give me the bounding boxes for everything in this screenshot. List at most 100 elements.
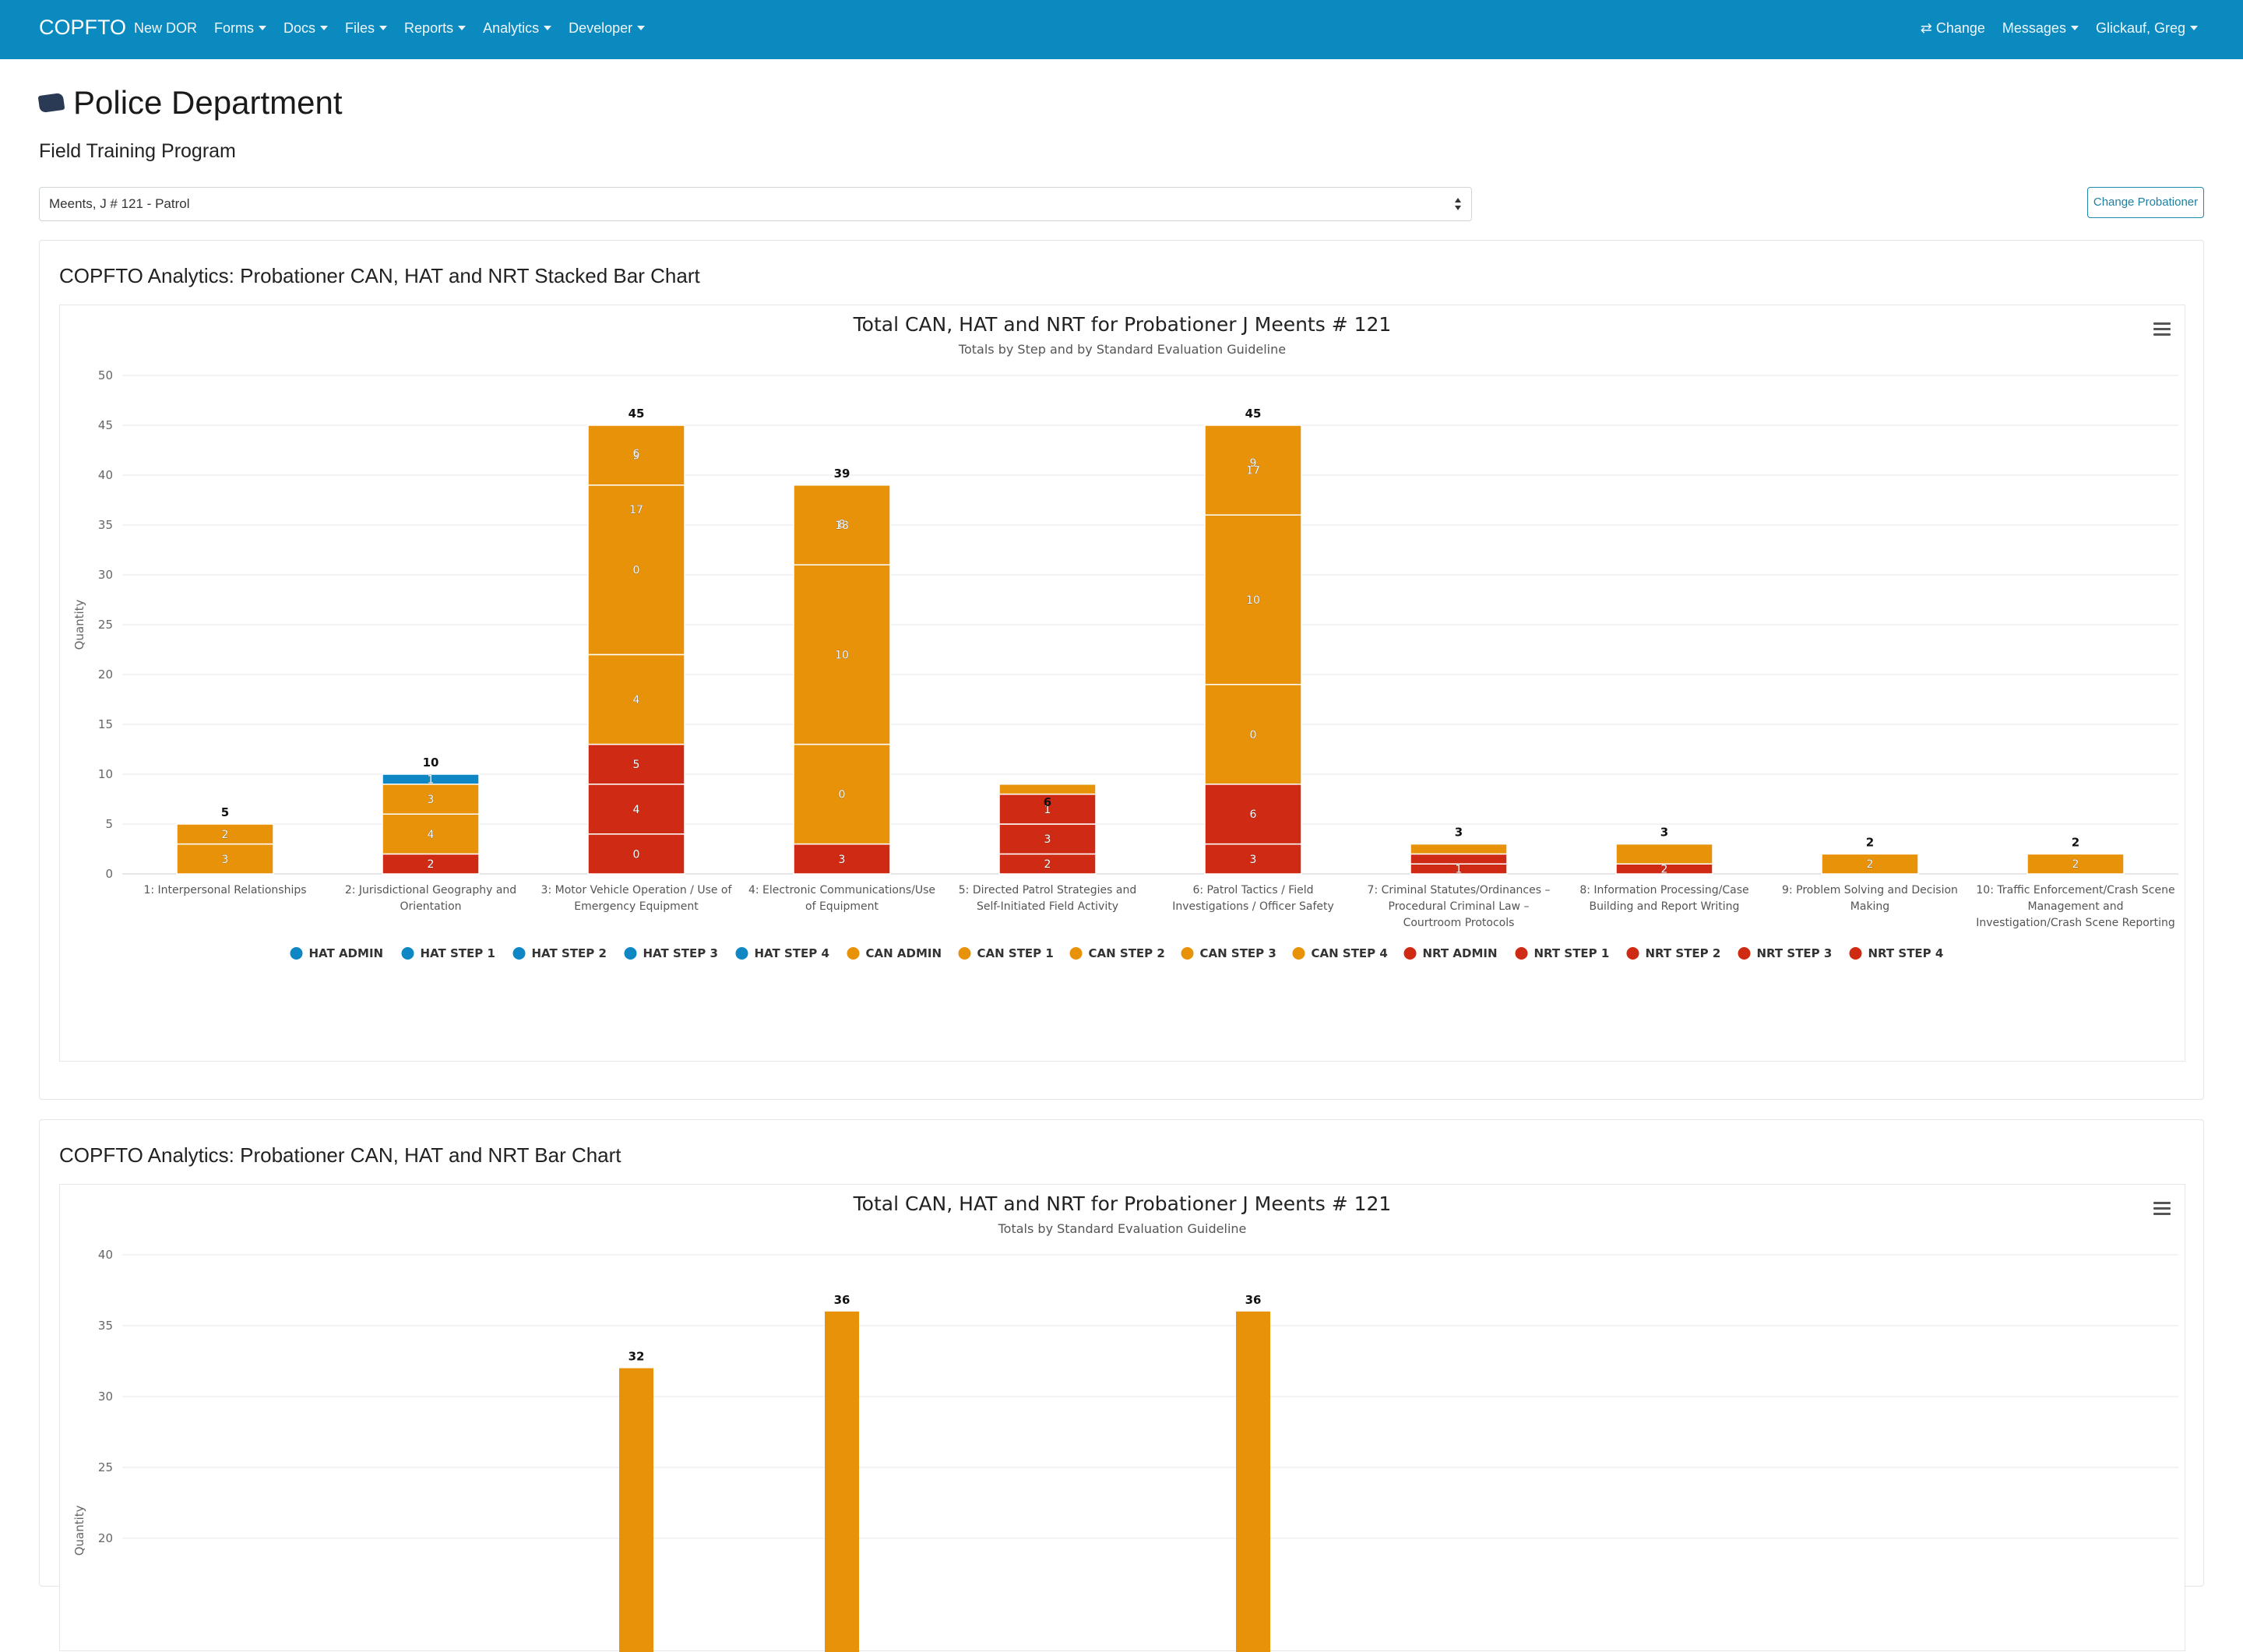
data-label: 2 <box>1044 858 1051 871</box>
y-axis-title: Quantity <box>72 599 86 650</box>
y-tick-label: 30 <box>98 1390 113 1404</box>
badge-icon <box>37 92 65 114</box>
legend-label: HAT STEP 2 <box>532 946 607 960</box>
x-tick-label: of Equipment <box>805 900 879 913</box>
nav-item-label: Reports <box>404 20 454 36</box>
nav-item-analytics[interactable]: Analytics <box>483 20 552 37</box>
nav-item-change[interactable]: ⇄ Change <box>1921 20 1985 37</box>
bar-segment <box>1204 784 1302 845</box>
y-tick-label: 25 <box>98 1460 113 1474</box>
legend-label: NRT STEP 2 <box>1646 946 1721 960</box>
data-label: 4 <box>428 829 435 841</box>
bar-segment <box>1204 684 1302 785</box>
stack-total-label: 10 <box>423 756 439 770</box>
caret-down-icon <box>259 26 267 30</box>
data-label: 2 <box>2072 858 2079 871</box>
legend-marker <box>1849 947 1862 960</box>
nav-item-messages[interactable]: Messages <box>2002 20 2079 37</box>
x-tick-label: Management and <box>2027 900 2123 913</box>
brand-link[interactable]: COPFTO <box>39 16 127 39</box>
data-label: 1 <box>1044 804 1051 816</box>
bar-segment <box>998 793 1097 825</box>
legend-marker <box>1292 947 1305 960</box>
probationer-select-value: Meents, J # 121 - Patrol <box>49 196 190 211</box>
x-tick-label: 1: Interpersonal Relationships <box>143 884 306 896</box>
bar-segment <box>176 823 274 845</box>
bar-segment <box>1204 514 1302 685</box>
x-tick-label: Making <box>1850 900 1889 913</box>
legend-label: NRT ADMIN <box>1423 946 1498 960</box>
bar-segment <box>382 773 480 785</box>
bar-chart: Total CAN, HAT and NRT for Probationer J… <box>72 1192 2178 1652</box>
data-label: 17 <box>1246 465 1260 477</box>
x-tick-label: 9: Problem Solving and Decision <box>1782 884 1958 896</box>
y-tick-label: 40 <box>98 1248 113 1262</box>
data-label: 3 <box>428 794 435 806</box>
probationer-select[interactable]: Meents, J # 121 - Patrol <box>39 187 1472 221</box>
data-label: 8 <box>839 519 846 531</box>
legend-marker <box>847 947 860 960</box>
nav-item-developer[interactable]: Developer <box>569 20 646 37</box>
y-tick-label: 50 <box>98 368 113 382</box>
nav-item-reports[interactable]: Reports <box>404 20 467 37</box>
legend-marker <box>958 947 971 960</box>
stack-total-label: 5 <box>221 805 229 819</box>
nav-item-forms[interactable]: Forms <box>214 20 267 37</box>
nav-item-files[interactable]: Files <box>345 20 388 37</box>
caret-down-icon <box>544 26 552 30</box>
nav-item-label: Docs <box>283 20 316 36</box>
nav-user-menu: ⇄ Change Messages Glickauf, Greg <box>1921 20 2198 37</box>
legend-label: CAN STEP 3 <box>1200 946 1276 960</box>
bar-segment <box>587 653 685 745</box>
nav-menu: New DOR Forms Docs Files Reports Analytics Dev… <box>134 20 646 37</box>
stack-total-label: 6 <box>1044 795 1051 809</box>
data-label: 4 <box>633 694 640 706</box>
bar-segment <box>587 743 685 785</box>
x-tick-label: Investigations / Officer Safety <box>1172 900 1334 913</box>
legend-label: NRT STEP 3 <box>1757 946 1833 960</box>
data-label: 2 <box>1867 858 1874 871</box>
nav-item-docs[interactable]: Docs <box>283 20 329 37</box>
data-label: 9 <box>1250 457 1257 470</box>
data-label: 17 <box>629 504 643 516</box>
stack-total-label: 45 <box>1245 407 1262 421</box>
bar-chart-card-title: COPFTO Analytics: Probationer CAN, HAT a… <box>59 1143 621 1167</box>
change-probationer-button[interactable]: Change Probationer <box>2087 187 2204 218</box>
caret-down-icon <box>2070 26 2079 30</box>
bar-segment <box>587 424 685 486</box>
legend-marker <box>1626 947 1639 960</box>
data-label: 10 <box>1246 594 1260 607</box>
y-tick-label: 15 <box>98 717 113 731</box>
exchange-icon: ⇄ <box>1920 20 1936 36</box>
y-tick-label: 20 <box>98 667 113 682</box>
bar-segment <box>176 843 274 875</box>
caret-down-icon <box>637 26 646 30</box>
x-tick-label: 2: Jurisdictional Geography and <box>345 884 516 896</box>
data-label: 6 <box>633 448 640 460</box>
bar-segment <box>793 564 891 745</box>
data-label: 2 <box>1661 864 1668 876</box>
nav-item-label: Change <box>1935 20 1985 36</box>
legend-marker <box>512 947 526 960</box>
x-tick-label: Courtroom Protocols <box>1403 917 1515 929</box>
chart-menu-icon[interactable] <box>2153 322 2171 336</box>
legend-label: HAT ADMIN <box>309 946 384 960</box>
bar-value-label: 36 <box>1245 1293 1262 1307</box>
x-tick-label: Orientation <box>400 900 461 913</box>
stacked-chart-card: COPFTO Analytics: Probationer CAN, HAT a… <box>39 240 2204 1100</box>
stack-total-label: 39 <box>834 467 850 481</box>
data-label: 2 <box>222 829 229 841</box>
nav-item-new-dor[interactable]: New DOR <box>134 20 197 37</box>
nav-item-label: Glickauf, Greg <box>2095 20 2185 36</box>
chart-menu-icon[interactable] <box>2153 1202 2171 1216</box>
nav-item-glickauf-greg[interactable]: Glickauf, Greg <box>2096 20 2198 37</box>
chart-title: Total CAN, HAT and NRT for Probationer J… <box>853 1192 1392 1215</box>
bar-segment <box>998 853 1097 875</box>
legend-marker <box>1738 947 1751 960</box>
x-tick-label: 8: Information Processing/Case <box>1579 884 1748 896</box>
bar-segment <box>2026 853 2125 875</box>
bar-segment <box>998 784 1097 795</box>
bar-segment <box>382 784 480 815</box>
nav-item-label: Forms <box>214 20 255 36</box>
top-navbar: COPFTO New DOR Forms Docs Files Reports Analy… <box>0 0 2243 59</box>
